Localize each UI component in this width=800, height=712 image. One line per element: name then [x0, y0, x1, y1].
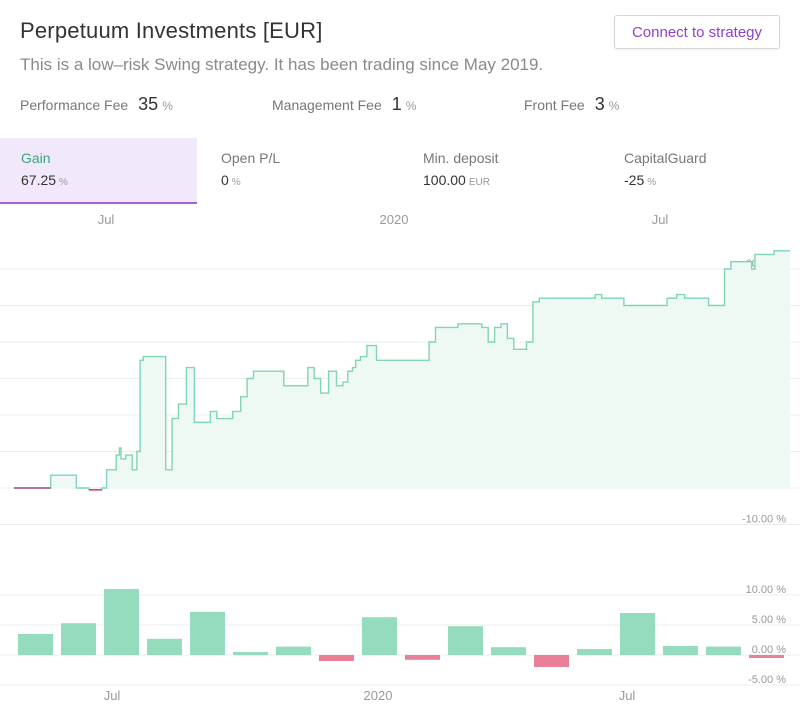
- monthly-gain-bar: [749, 655, 784, 658]
- x-tick-label: 2020: [363, 688, 393, 703]
- top-x-axis: Jul 2020 Jul: [0, 212, 800, 232]
- fee-front: Front Fee 3 %: [524, 94, 619, 115]
- monthly-gain-bar: [276, 646, 311, 655]
- monthly-gain-bar: [620, 613, 655, 655]
- gain-line: [14, 250, 790, 491]
- monthly-gain-bar: [233, 652, 268, 655]
- monthly-gain-bar: [147, 638, 182, 655]
- y-tick-label: 10.00 %: [746, 584, 787, 596]
- monthly-gain-bar: [491, 647, 526, 655]
- tab-capitalguard[interactable]: CapitalGuard -25%: [603, 138, 800, 204]
- tab-min-deposit-unit: EUR: [468, 177, 490, 188]
- monthly-gain-bar: [663, 646, 698, 655]
- fee-label: Management Fee: [272, 97, 382, 113]
- stats-tabs: Gain 67.25% Open P/L 0% Min. deposit 100…: [0, 138, 800, 204]
- x-tick-label: 2020: [379, 212, 409, 227]
- fee-value: 1: [391, 94, 402, 114]
- fees-row: Performance Fee 35 % Management Fee 1 % …: [0, 94, 800, 118]
- x-tick-label: Jul: [651, 212, 669, 227]
- fee-unit: %: [405, 99, 417, 113]
- tab-gain-value: 67.25: [21, 172, 57, 188]
- monthly-gain-bar: [577, 649, 612, 655]
- fee-label: Front Fee: [524, 97, 585, 113]
- x-tick-label: Jul: [103, 688, 121, 703]
- fee-unit: %: [162, 99, 173, 113]
- fee-unit: %: [608, 99, 620, 113]
- fee-value: 35: [138, 94, 159, 114]
- tab-min-deposit[interactable]: Min. deposit 100.00 EUR: [402, 138, 599, 204]
- tab-open-pl-unit: %: [231, 177, 241, 188]
- monthly-gain-bar: [190, 611, 225, 655]
- tab-gain-label: Gain: [21, 150, 51, 166]
- x-tick-label: Jul: [618, 688, 636, 703]
- bottom-x-axis: Jul 2020 Jul: [0, 688, 800, 708]
- gain-area: [14, 250, 790, 490]
- monthly-gain-bar: [706, 646, 741, 655]
- tab-capitalguard-unit: %: [647, 177, 657, 188]
- fee-value: 3: [594, 94, 605, 114]
- tab-capitalguard-label: CapitalGuard: [624, 150, 707, 166]
- y-tick-label: -10.00 %: [742, 514, 786, 526]
- monthly-gain-bar: [104, 589, 139, 655]
- monthly-gain-bar: [534, 655, 569, 667]
- tab-gain-unit: %: [59, 177, 68, 188]
- x-tick-label: Jul: [97, 212, 115, 227]
- strategy-description: This is a low–risk Swing strategy. It ha…: [20, 55, 544, 74]
- connect-to-strategy-button[interactable]: Connect to strategy: [614, 15, 780, 49]
- page-title: Perpetuum Investments [EUR]: [20, 18, 323, 43]
- tab-min-deposit-label: Min. deposit: [423, 150, 499, 166]
- y-tick-label: 5.00 %: [752, 614, 786, 626]
- monthly-gain-bar: [448, 626, 483, 655]
- fee-management: Management Fee 1 %: [272, 94, 416, 115]
- y-tick-label: -5.00 %: [748, 674, 786, 686]
- tab-min-deposit-value: 100.00: [423, 172, 466, 188]
- tab-gain[interactable]: Gain 67.25%: [0, 138, 197, 204]
- monthly-gain-bar: [319, 655, 354, 661]
- tab-open-pl[interactable]: Open P/L 0%: [200, 138, 397, 204]
- fee-performance: Performance Fee 35 %: [20, 94, 173, 115]
- tab-open-pl-value: 0: [221, 172, 229, 188]
- tab-capitalguard-value: -25: [624, 172, 645, 188]
- monthly-gain-bar: [405, 655, 440, 660]
- y-tick-label: 0.00 %: [752, 644, 786, 656]
- monthly-gain-bar: [362, 617, 397, 655]
- tab-open-pl-label: Open P/L: [221, 150, 281, 166]
- fee-label: Performance Fee: [20, 97, 129, 113]
- monthly-gain-bar: [61, 623, 96, 655]
- monthly-gain-bar: [18, 634, 53, 655]
